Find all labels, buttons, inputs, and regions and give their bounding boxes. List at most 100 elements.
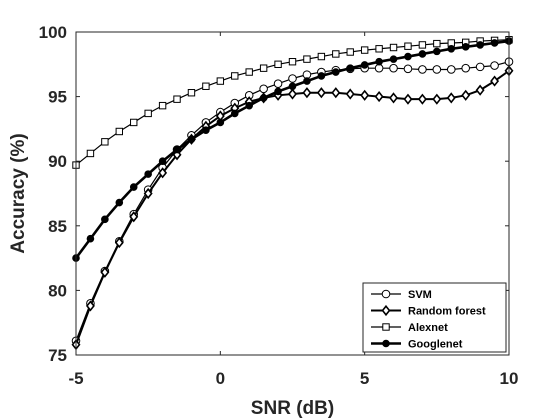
- data-point-random-forest: [432, 93, 442, 105]
- data-point-googlenet: [404, 52, 412, 61]
- legend: SVM Random forest Alexnet Googlenet: [362, 282, 507, 353]
- data-point-svm: [259, 84, 268, 94]
- data-point-googlenet: [490, 39, 499, 47]
- data-point-googlenet: [158, 157, 167, 165]
- data-point-random-forest: [85, 300, 95, 312]
- data-point-alexnet: [389, 43, 398, 52]
- x-tick-label: 0: [216, 369, 225, 388]
- data-point-alexnet: [332, 50, 340, 58]
- data-point-googlenet: [346, 64, 355, 72]
- data-point-svm: [475, 62, 485, 72]
- data-point-random-forest: [302, 87, 312, 99]
- data-point-random-forest: [389, 92, 398, 104]
- legend-item-svm: SVM: [371, 289, 432, 301]
- data-point-googlenet: [476, 41, 484, 49]
- legend-item-googlenet: Googlenet: [371, 339, 463, 351]
- data-point-alexnet: [404, 42, 412, 50]
- data-point-alexnet: [360, 46, 369, 54]
- data-point-alexnet: [245, 68, 253, 76]
- data-point-random-forest: [417, 93, 427, 105]
- data-point-random-forest: [446, 92, 456, 104]
- data-point-googlenet: [101, 215, 109, 224]
- data-point-alexnet: [86, 149, 95, 158]
- data-point-svm: [461, 63, 471, 73]
- data-point-googlenet: [418, 50, 427, 58]
- data-point-random-forest: [360, 89, 370, 101]
- data-point-random-forest: [100, 266, 110, 278]
- data-point-googlenet: [447, 44, 456, 53]
- y-tick-label: 100: [39, 23, 67, 42]
- series-googlenet: [72, 37, 513, 262]
- legend-item-random-forest: Random forest: [371, 304, 486, 318]
- data-point-googlenet: [216, 118, 225, 127]
- data-point-alexnet: [202, 82, 210, 90]
- data-point-random-forest: [316, 87, 326, 99]
- data-point-svm: [446, 65, 456, 74]
- data-point-alexnet: [418, 41, 427, 49]
- data-point-alexnet: [144, 109, 152, 118]
- data-point-alexnet: [259, 64, 268, 72]
- legend-marker-googlenet: [382, 339, 390, 348]
- tick-group: -5 0 5 10 75 80 85 90 95 100: [39, 23, 519, 388]
- legend-item-alexnet: Alexnet: [371, 322, 448, 334]
- data-point-alexnet: [173, 95, 181, 103]
- data-point-googlenet: [433, 47, 441, 56]
- data-point-random-forest: [143, 187, 153, 200]
- data-point-random-forest: [403, 93, 413, 105]
- y-tick-label: 90: [48, 152, 67, 171]
- data-point-random-forest: [490, 75, 500, 87]
- data-point-alexnet: [288, 58, 297, 66]
- data-point-svm: [432, 65, 442, 74]
- data-point-googlenet: [144, 170, 152, 178]
- data-point-googlenet: [129, 183, 138, 191]
- data-point-svm: [302, 70, 312, 79]
- data-point-googlenet: [274, 87, 282, 96]
- data-point-googlenet: [86, 234, 95, 243]
- data-point-alexnet: [216, 77, 225, 85]
- data-point-alexnet: [101, 138, 109, 146]
- x-tick-label: 10: [500, 369, 519, 388]
- data-point-googlenet: [332, 68, 340, 76]
- data-point-googlenet: [360, 61, 369, 69]
- data-point-random-forest: [288, 88, 297, 100]
- data-point-alexnet: [187, 89, 196, 97]
- legend-label-random-forest: Random forest: [408, 306, 486, 318]
- data-point-googlenet: [230, 109, 239, 118]
- data-point-alexnet: [317, 52, 326, 61]
- data-point-svm: [403, 64, 413, 74]
- data-point-random-forest: [129, 211, 139, 223]
- legend-marker-random-forest: [381, 304, 391, 317]
- data-point-svm: [288, 74, 297, 83]
- series-group: [71, 36, 514, 351]
- data-point-svm: [418, 65, 427, 74]
- x-tick-label: 5: [360, 369, 369, 388]
- data-point-googlenet: [461, 43, 470, 51]
- legend-marker-alexnet: [382, 323, 390, 331]
- data-point-alexnet: [158, 101, 167, 110]
- data-point-svm: [273, 79, 283, 88]
- data-point-alexnet: [433, 39, 441, 48]
- legend-label-googlenet: Googlenet: [408, 339, 463, 351]
- data-point-svm: [490, 61, 499, 70]
- data-point-random-forest: [345, 88, 355, 100]
- data-point-alexnet: [346, 48, 354, 56]
- data-point-random-forest: [461, 89, 471, 101]
- y-tick-label: 95: [48, 88, 67, 107]
- data-point-googlenet: [187, 135, 196, 144]
- data-point-alexnet: [115, 127, 123, 136]
- data-point-alexnet: [130, 118, 138, 127]
- plot-frame: [75, 31, 510, 356]
- data-point-googlenet: [303, 77, 311, 85]
- data-point-random-forest: [475, 84, 485, 96]
- data-point-alexnet: [231, 72, 239, 80]
- x-tick-label: -5: [68, 369, 83, 388]
- data-point-alexnet: [303, 55, 311, 63]
- data-point-googlenet: [202, 126, 210, 134]
- y-axis-label: Accuracy (%): [8, 133, 29, 253]
- legend-label-alexnet: Alexnet: [408, 322, 448, 334]
- data-point-googlenet: [115, 198, 124, 207]
- data-point-random-forest: [331, 87, 341, 99]
- data-point-random-forest: [114, 237, 124, 249]
- data-point-googlenet: [288, 82, 297, 91]
